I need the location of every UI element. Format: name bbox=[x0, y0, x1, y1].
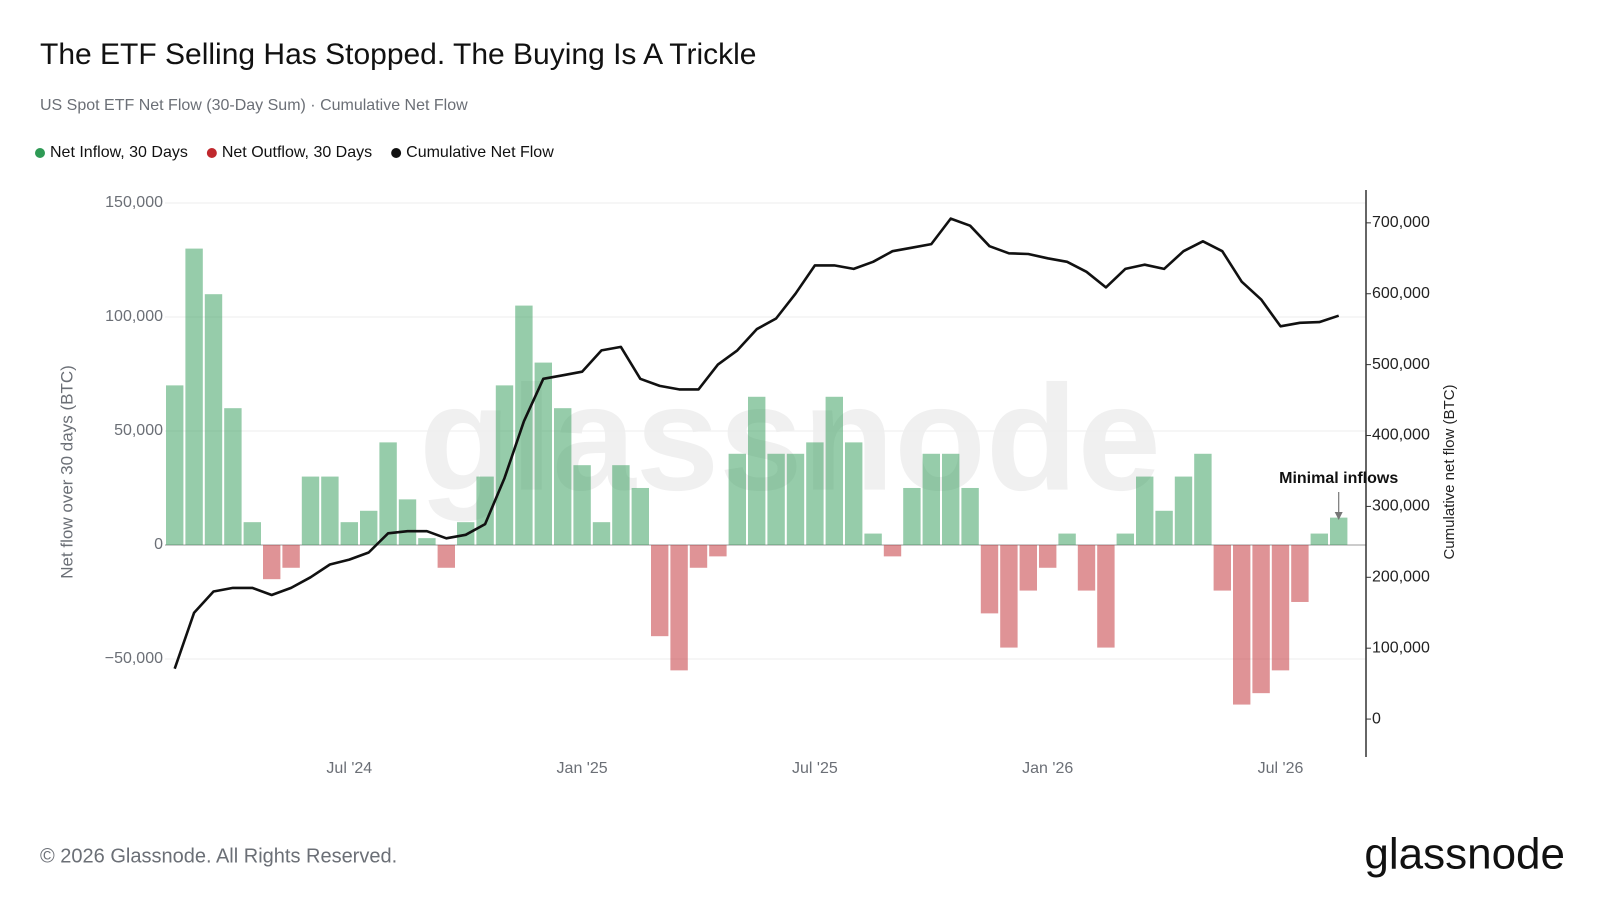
legend: Net Inflow, 30 Days Net Outflow, 30 Days C… bbox=[35, 144, 554, 161]
bar bbox=[1077, 544, 1096, 591]
bar bbox=[709, 544, 727, 557]
bar bbox=[1291, 544, 1309, 602]
y2-axis-label: Cumulative net flow (BTC) bbox=[1441, 384, 1458, 559]
bar bbox=[631, 487, 649, 545]
y2-tick-label: 100,000 bbox=[1372, 639, 1430, 656]
y2-tick-label: 400,000 bbox=[1372, 427, 1430, 444]
bar bbox=[1194, 453, 1212, 545]
bar bbox=[1213, 544, 1231, 591]
bar bbox=[1116, 533, 1134, 545]
bar bbox=[1271, 544, 1290, 671]
bar bbox=[185, 248, 203, 545]
y-tick-label: −50,000 bbox=[105, 650, 163, 667]
annotation-arrowhead bbox=[1334, 512, 1343, 520]
y2-tick-label: 0 bbox=[1372, 710, 1381, 727]
legend-label: Net Inflow, 30 Days bbox=[50, 144, 188, 161]
bar bbox=[592, 522, 611, 545]
bar bbox=[767, 453, 785, 545]
legend-label: Cumulative Net Flow bbox=[406, 144, 554, 161]
bar bbox=[301, 476, 320, 545]
bar bbox=[437, 544, 455, 568]
legend-marker bbox=[35, 148, 45, 158]
y-tick-label: 150,000 bbox=[105, 194, 163, 211]
y2-tick-label: 600,000 bbox=[1372, 285, 1430, 302]
bar bbox=[748, 396, 766, 545]
y2-tick-label: 200,000 bbox=[1372, 569, 1430, 586]
bar bbox=[1155, 510, 1173, 545]
bar bbox=[554, 408, 572, 545]
bar bbox=[573, 465, 591, 545]
bar bbox=[263, 544, 281, 580]
y-axis-label: Net flow over 30 days (BTC) bbox=[57, 365, 76, 579]
bar bbox=[612, 465, 630, 545]
x-tick-label: Jul '25 bbox=[792, 760, 838, 777]
bar bbox=[282, 544, 300, 568]
bar bbox=[360, 510, 378, 545]
bar bbox=[166, 385, 184, 545]
bar bbox=[806, 442, 824, 545]
bar bbox=[1252, 544, 1270, 694]
bar bbox=[903, 487, 921, 545]
x-tick-label: Jul '24 bbox=[326, 760, 372, 777]
bar bbox=[689, 544, 708, 568]
y-tick-label: 0 bbox=[154, 536, 163, 553]
bar bbox=[1233, 544, 1251, 705]
bar bbox=[1097, 544, 1115, 648]
bar bbox=[534, 362, 552, 545]
bar bbox=[922, 453, 940, 545]
legend-marker bbox=[391, 148, 402, 158]
bar bbox=[340, 522, 358, 545]
bar bbox=[651, 544, 669, 637]
bar bbox=[495, 385, 514, 545]
bar bbox=[243, 522, 261, 545]
bar bbox=[883, 544, 902, 557]
bar bbox=[204, 294, 223, 545]
bar bbox=[728, 453, 746, 545]
bar bbox=[1019, 544, 1037, 591]
legend-marker bbox=[206, 148, 217, 158]
bar bbox=[670, 544, 688, 671]
bar bbox=[1136, 476, 1154, 545]
bar bbox=[845, 442, 863, 545]
bar bbox=[224, 408, 242, 545]
y-tick-label: 100,000 bbox=[105, 308, 163, 325]
bar bbox=[864, 533, 882, 545]
bar bbox=[398, 499, 417, 545]
bar bbox=[418, 538, 436, 545]
bar bbox=[1058, 533, 1076, 545]
footer: © 2026 Glassnode. All Rights Reserved. bbox=[40, 845, 397, 867]
bar bbox=[1330, 517, 1348, 545]
x-tick-label: Jan '26 bbox=[1022, 760, 1073, 777]
y2-tick-label: 500,000 bbox=[1372, 356, 1430, 373]
annotation: Minimal inflows bbox=[1279, 470, 1398, 487]
bar bbox=[1174, 476, 1193, 545]
logo: glassnode bbox=[1364, 830, 1565, 879]
bar bbox=[321, 476, 339, 545]
chart-subtitle: US Spot ETF Net Flow (30-Day Sum) · Cumu… bbox=[40, 97, 468, 114]
y-tick-label: 50,000 bbox=[114, 422, 163, 439]
bar bbox=[1039, 544, 1057, 568]
bar bbox=[1000, 544, 1018, 648]
bar bbox=[942, 453, 960, 545]
y2-tick-label: 300,000 bbox=[1372, 498, 1430, 515]
bar bbox=[786, 453, 805, 545]
line bbox=[173, 217, 1340, 670]
bar bbox=[379, 442, 397, 545]
bar bbox=[1310, 533, 1328, 545]
legend-label: Net Outflow, 30 Days bbox=[222, 144, 372, 161]
x-tick-label: Jan '25 bbox=[557, 760, 608, 777]
bar bbox=[980, 544, 999, 614]
bar bbox=[961, 487, 979, 545]
y2-tick-label: 700,000 bbox=[1372, 214, 1430, 231]
bar bbox=[825, 396, 843, 545]
chart-title: The ETF Selling Has Stopped. The Buying … bbox=[40, 38, 756, 71]
x-tick-label: Jul '26 bbox=[1258, 760, 1304, 777]
